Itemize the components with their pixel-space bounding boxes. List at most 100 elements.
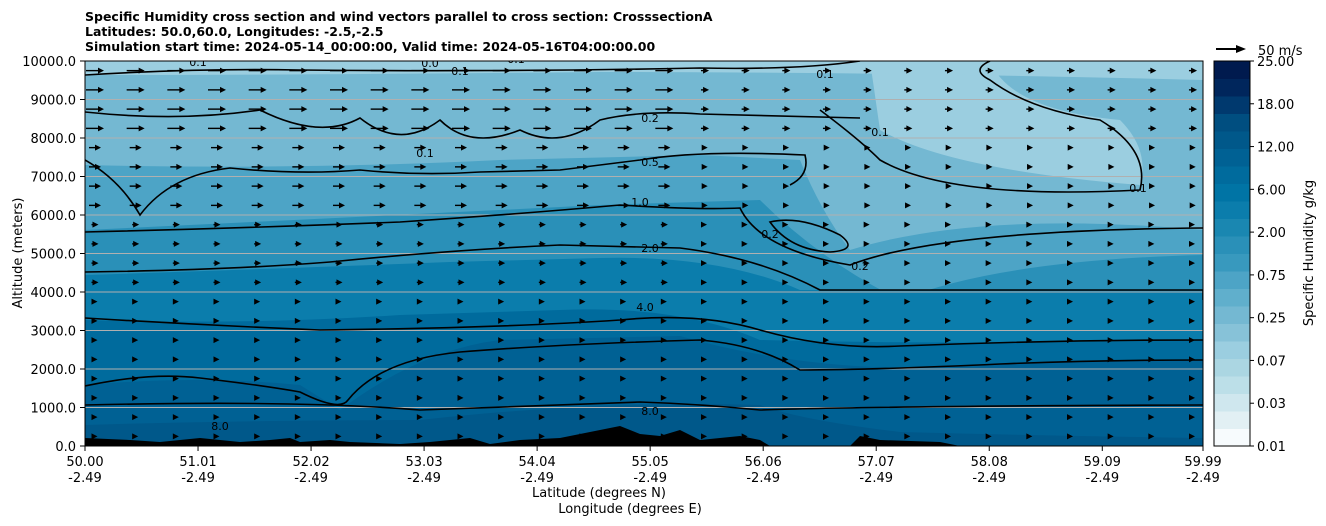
wind-vector xyxy=(248,106,267,113)
y-tick-label: 3000.0 xyxy=(31,325,77,340)
wind-vector-head xyxy=(1149,202,1156,209)
wind-vector xyxy=(823,298,829,305)
wind-vector xyxy=(213,317,220,324)
wind-vector xyxy=(416,356,423,363)
wind-vector-head xyxy=(376,317,383,324)
wind-vector xyxy=(863,375,870,382)
wind-vector xyxy=(945,202,952,209)
colorbar-swatch xyxy=(1214,323,1250,342)
wind-vector-head xyxy=(172,356,179,363)
wind-vector xyxy=(254,394,261,401)
wind-vector xyxy=(132,356,139,363)
x-tick-label-lat: 55.05 xyxy=(632,455,669,470)
wind-vector xyxy=(1189,298,1195,305)
wind-vector-head xyxy=(782,240,789,247)
wind-vector xyxy=(742,144,749,151)
wind-vector xyxy=(498,375,505,382)
wind-vector xyxy=(1026,356,1033,363)
wind-vector-head xyxy=(1108,144,1115,151)
wind-vector-head xyxy=(865,106,872,113)
wind-vector xyxy=(455,202,467,209)
wind-vector-head xyxy=(863,375,870,382)
wind-vector xyxy=(701,221,707,228)
wind-vector xyxy=(945,317,951,324)
wind-vector-head xyxy=(538,394,545,401)
wind-vector-head xyxy=(92,260,99,267)
wind-vector xyxy=(701,337,707,344)
wind-vector-head xyxy=(1026,337,1033,344)
wind-vector-head xyxy=(173,260,180,267)
wind-vector xyxy=(1067,414,1073,421)
contour-label-5: 0.2 xyxy=(641,112,659,125)
wind-vector-head xyxy=(904,337,911,344)
wind-vector-head xyxy=(254,317,261,324)
wind-vector xyxy=(208,86,226,93)
x-tick-label-lat: 51.01 xyxy=(179,455,216,470)
wind-vector-head xyxy=(376,433,383,440)
wind-vector-head xyxy=(542,183,549,190)
wind-vector xyxy=(170,202,183,209)
wind-vector xyxy=(1067,202,1074,209)
wind-vector-head xyxy=(741,433,748,440)
wind-vector-head xyxy=(416,317,423,324)
wind-vector xyxy=(945,221,951,228)
wind-vector-head xyxy=(260,125,267,132)
wind-vector xyxy=(1189,375,1195,382)
wind-vector xyxy=(1107,86,1116,93)
wind-vector xyxy=(457,240,465,247)
wind-vector-head xyxy=(823,240,829,247)
wind-vector xyxy=(1107,67,1116,74)
wind-vector xyxy=(1107,356,1114,363)
wind-vector-head xyxy=(301,106,308,113)
wind-vector xyxy=(620,317,627,324)
y-tick-label: 7000.0 xyxy=(31,171,77,186)
wind-vector-head xyxy=(257,202,264,209)
wind-vector-head xyxy=(985,414,992,421)
wind-vector xyxy=(91,298,98,305)
wind-vector xyxy=(294,356,301,363)
wind-vector-head xyxy=(464,125,470,132)
wind-vector-head xyxy=(339,163,345,170)
wind-vector-head xyxy=(864,202,871,209)
wind-vector-head xyxy=(260,106,267,113)
wind-vector xyxy=(1188,106,1198,113)
wind-vector xyxy=(741,279,748,286)
wind-vector xyxy=(660,337,667,344)
wind-vector xyxy=(701,375,707,382)
wind-vector-head xyxy=(1067,260,1073,267)
x-tick-label-lon: -2.49 xyxy=(859,471,893,486)
wind-vector xyxy=(213,356,220,363)
wind-vector xyxy=(579,337,586,344)
colorbar-swatch xyxy=(1214,341,1250,359)
wind-vector xyxy=(498,414,505,421)
x-tick-label-lat: 53.03 xyxy=(405,455,442,470)
wind-vector xyxy=(172,337,179,344)
wind-vector xyxy=(1067,163,1074,170)
contour-label-1: 0.0 xyxy=(421,57,439,70)
wind-vector xyxy=(1107,106,1116,113)
wind-vector xyxy=(170,183,183,190)
wind-vector xyxy=(335,240,343,247)
wind-vector xyxy=(863,240,870,247)
wind-vector xyxy=(1027,144,1034,151)
wind-vector-head xyxy=(823,144,830,151)
wind-vector xyxy=(985,67,994,74)
wind-vector-head xyxy=(1150,67,1157,74)
wind-vector xyxy=(1027,163,1034,170)
wind-vector-head xyxy=(825,86,832,93)
wind-vector xyxy=(1148,356,1155,363)
wind-vector-head xyxy=(741,221,748,228)
wind-vector xyxy=(373,163,386,170)
wind-vector xyxy=(904,125,913,132)
wind-vector xyxy=(985,433,992,440)
wind-vector-head xyxy=(1189,375,1195,382)
wind-vector-head xyxy=(1069,86,1076,93)
wind-vector-head xyxy=(986,144,993,151)
wind-vector xyxy=(1026,260,1033,267)
wind-vector xyxy=(211,202,223,209)
wind-vector-head xyxy=(416,414,423,421)
wind-vector-head xyxy=(499,221,506,228)
wind-vector-head xyxy=(905,163,912,170)
wind-vector xyxy=(333,144,345,151)
wind-vector xyxy=(1108,202,1115,209)
